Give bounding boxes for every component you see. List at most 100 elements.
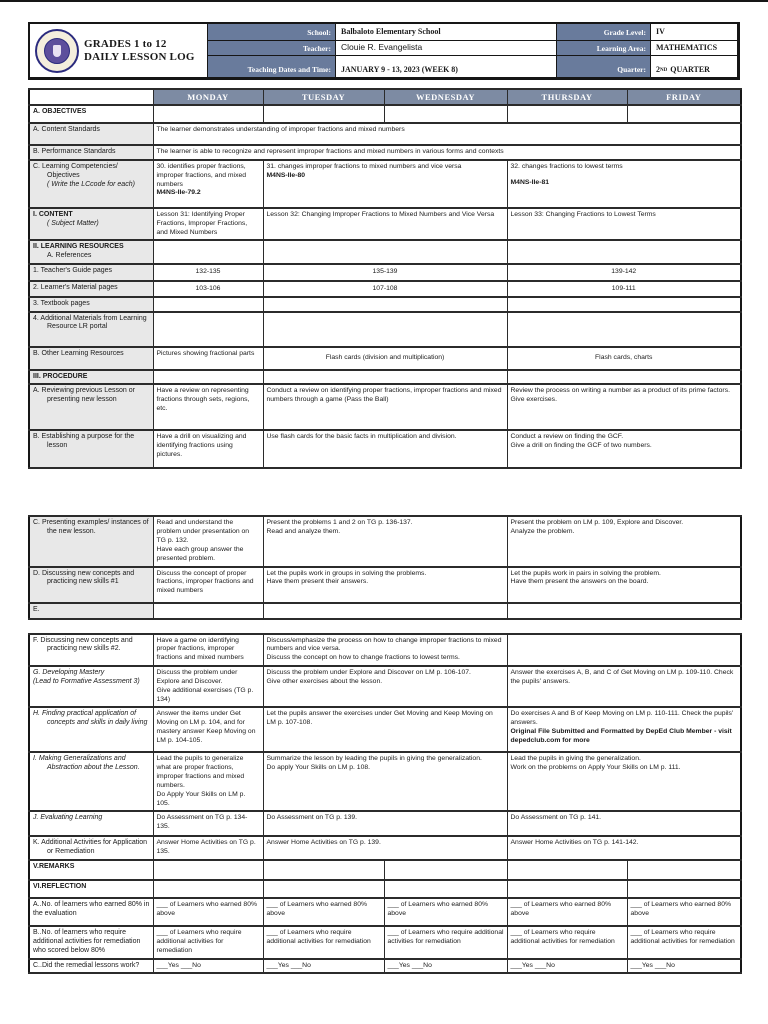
cell-learners-remediation-monday: ___ of Learners who require additional a… (152, 925, 264, 960)
cell-text: Flash cards (division and multiplication… (325, 353, 445, 361)
cell-establishing-purpose-monday: Have a drill on visualizing and identify… (152, 429, 264, 470)
cell-text: ___ of Learners who require additional a… (156, 929, 242, 954)
cell-text: Give a drill on finding the GCF of two n… (510, 442, 652, 450)
cell-text: M4NS-IIe-80 (266, 171, 306, 179)
cell-discussing-concepts-1-tuesday-wednesday: Let the pupils work in groups in solving… (262, 565, 508, 604)
cell-text: Answer Home Activities on TG p. 139. (266, 839, 381, 847)
document-header: GRADES 1 to 12 DAILY LESSON LOG School: … (28, 22, 740, 80)
cell-additional-materials-monday (152, 310, 264, 348)
objectives-resources-procedure-table: MONDAY TUESDAY WEDNESDAY THURSDAY FRIDAY A. O… (28, 88, 742, 470)
cell-text: 139-142 (611, 268, 637, 276)
cell-text: Have a game on identifying proper fracti… (156, 636, 244, 662)
row-label-generalizations: I. Making Generalizations and Abstractio… (28, 751, 154, 813)
row-label-text: C. Presenting examples/ instances of the… (33, 519, 149, 536)
cell-objectives-tuesday (262, 104, 385, 124)
cell-learners-material-pages-monday: 103-106 (152, 279, 264, 298)
row-label-additional-materials: 4. Additional Materials from Learning Re… (28, 310, 154, 348)
cell-remarks-friday (626, 859, 742, 882)
cell-text: ___Yes ___No (387, 961, 432, 969)
row-label-performance-standards: B. Performance Standards (28, 144, 154, 161)
table-row-other-learning-resources: B. Other Learning Resources Pictures show… (28, 345, 742, 371)
cell-text: Have a review on representing fractions … (156, 387, 250, 413)
cell-learners-remediation-tuesday: ___ of Learners who require additional a… (262, 925, 385, 960)
cell-developing-mastery-tuesday-wednesday: Discuss the problem under Explore and Di… (262, 665, 508, 709)
row-label-text: B. Performance Standards (33, 148, 116, 155)
cell-evaluating-learning-monday: Do Assessment on TG p. 134-135. (152, 810, 264, 838)
row-label-text: 3. Textbook pages (33, 299, 90, 307)
day-header-corner (28, 88, 154, 106)
row-label-reflection: VI.REFLECTION (28, 879, 154, 900)
cell-reviewing-previous-lesson-thursday-friday: Review the process on writing a number a… (506, 383, 742, 432)
cell-text: Discuss the concept on how to change fra… (266, 654, 460, 662)
row-label-text: 1. Teacher's Guide pages (33, 266, 113, 274)
cell-text: Conduct a review on finding the GCF. (510, 433, 624, 441)
row-label-text: II. LEARNING RESOURCES (33, 243, 124, 251)
row-label-remedial-work: C..Did the remedial lessons work? (28, 957, 154, 975)
cell-objectives-wednesday (383, 104, 508, 124)
row-label-text: 2. Learner's Material pages (33, 283, 118, 291)
row-label-textbook-pages: 3. Textbook pages (28, 296, 154, 313)
cell-evaluating-learning-thursday-friday: Do Assessment on TG p. 141. (506, 810, 742, 838)
cell-remarks-thursday (506, 859, 628, 882)
cell-text: Answer the items under Get Moving on LM … (156, 710, 256, 744)
cell-discussing-concepts-1-monday: Discuss the concept of proper fractions,… (152, 565, 264, 604)
row-label-text: J. Evaluating Learning (33, 814, 103, 822)
cell-discussing-concepts-2-thursday-friday (506, 632, 742, 668)
cell-textbook-pages-tuesday-wednesday (262, 296, 508, 313)
deped-seal-inner (44, 37, 70, 64)
cell-developing-mastery-thursday-friday: Answer the exercises A, B, and C of Get … (506, 665, 742, 709)
cell-text: Answer Home Activities on TG p. 135. (156, 839, 256, 856)
cell-reflection-tuesday (262, 879, 385, 900)
cell-discussing-concepts-2-monday: Have a game on identifying proper fracti… (152, 632, 264, 668)
cell-text: ___ of Learners who earned 80% above (630, 901, 732, 917)
cell-learning-competencies-thursday-friday: 32. changes fractions to lowest terms M4N… (506, 159, 742, 209)
cell-learners-earned-80-tuesday: ___ of Learners who earned 80% above (262, 897, 385, 928)
cell-text: Flash cards, charts (595, 353, 653, 361)
table-row-learning-resources: II. LEARNING RESOURCES A. References (28, 239, 742, 265)
cell-text: Let the pupils answer the exercises unde… (266, 710, 493, 727)
cell-reflection-monday (152, 879, 264, 900)
cell-performance-standards-all-days: The learner is able to recognize and rep… (152, 144, 742, 161)
grade-level-label: Grade Level: (557, 24, 651, 41)
cell-text: Have them present the answers on the boa… (510, 578, 649, 586)
table-row-additional-materials: 4. Additional Materials from Learning Re… (28, 310, 742, 348)
row-label-reviewing-previous-lesson: A. Reviewing previous Lesson or presenti… (28, 383, 154, 432)
cell-practical-application-thursday-friday: Do exercises A and B of Keep Moving on L… (506, 706, 742, 754)
cell-text: Let the pupils work in pairs in solving … (510, 569, 661, 577)
learning-area-label: Learning Area: (557, 41, 651, 56)
cell-text: Lead the pupils in giving the generaliza… (510, 755, 641, 763)
cell-text: 132-135 (195, 268, 221, 276)
cell-additional-materials-tuesday-wednesday (262, 310, 508, 348)
school-label: School: (208, 24, 336, 41)
row-label-text: I. CONTENT (33, 211, 73, 218)
cell-text: Lesson 31: Identifying Proper Fractions,… (156, 211, 248, 236)
cell-learning-resources-tuesday-wednesday (262, 239, 508, 265)
procedure-continued-table: C. Presenting examples/ instances of the… (28, 515, 743, 620)
cell-text: 30. identifies proper fractions, imprope… (156, 163, 247, 188)
cell-text: 103-106 (195, 284, 221, 292)
cell-textbook-pages-thursday-friday (506, 296, 742, 313)
cell-text: 109-111 (611, 284, 636, 292)
row-label-remarks: V.REMARKS (28, 859, 154, 882)
cell-objectives-thursday (506, 104, 628, 124)
cell-text: ___ of Learners who earned 80% above (266, 901, 368, 917)
cell-text: Answer Home Activities on TG p. 141-142. (510, 839, 639, 847)
cell-text: M4NS-IIe-79.2 (156, 189, 201, 197)
cell-text: Pictures showing fractional parts (156, 349, 255, 357)
cell-practical-application-tuesday-wednesday: Let the pupils answer the exercises unde… (262, 706, 508, 754)
cell-text: ___Yes ___No (630, 961, 675, 969)
deped-seal-logo (35, 28, 79, 73)
cell-text: Review the process on writing a number a… (510, 387, 731, 395)
row-label-text: ( Write the LCcode for each) (47, 180, 135, 188)
cell-reflection-thursday (506, 879, 628, 900)
table-row-presenting-examples: C. Presenting examples/ instances of the… (28, 515, 742, 568)
table-row-objectives: A. OBJECTIVES (28, 104, 742, 124)
cell-practical-application-monday: Answer the items under Get Moving on LM … (152, 706, 264, 754)
row-label-practical-application: H. Finding practical application of conc… (28, 706, 154, 754)
table-row-reflection: VI.REFLECTION (28, 879, 742, 900)
row-label-learning-competencies: C. Learning Competencies/ Objectives( Wr… (28, 159, 154, 209)
row-label-content: I. CONTENT( Subject Matter) (28, 206, 154, 242)
row-label-text: C. Learning Competencies/ Objectives (33, 163, 118, 179)
cell-objectives-monday (152, 104, 264, 124)
cell-text: Present the problem on LM p. 109, Explor… (510, 519, 684, 527)
